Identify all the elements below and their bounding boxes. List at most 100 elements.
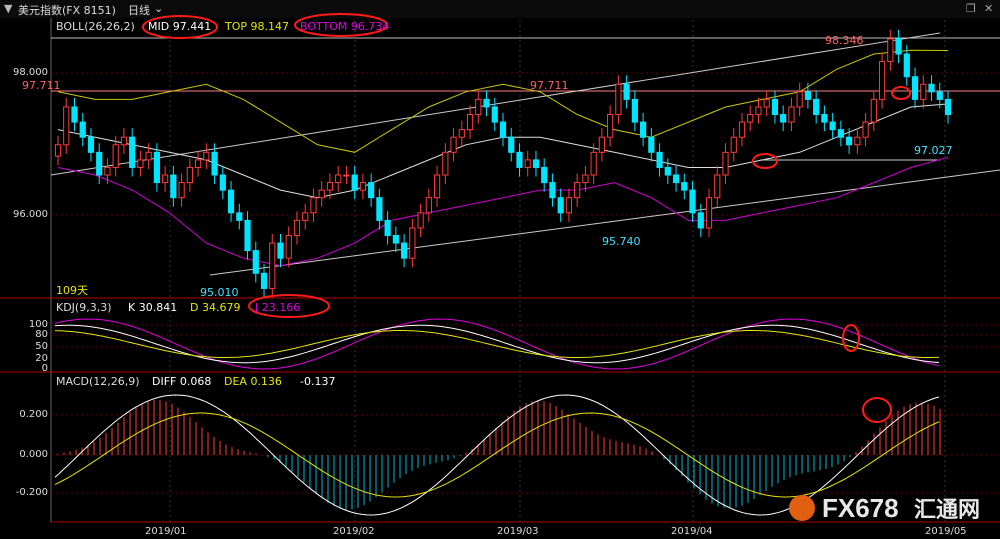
candle — [590, 151, 597, 176]
kdj-name: KDJ(9,3,3) — [56, 301, 112, 314]
candle — [162, 174, 169, 184]
candle — [813, 98, 820, 116]
candle — [541, 166, 548, 184]
candle — [895, 38, 902, 55]
candle — [705, 197, 713, 229]
candle — [227, 189, 235, 214]
candle — [359, 182, 367, 191]
y-tick: 0.200 — [19, 409, 48, 420]
chevron-down-icon[interactable]: ⌄ — [154, 2, 164, 15]
candle — [903, 53, 910, 78]
y-tick: 20 — [35, 353, 48, 364]
candle — [656, 151, 663, 168]
candle — [302, 212, 309, 221]
macd-dea-label: DEA 0.136 — [224, 375, 282, 388]
y-tick: 50 — [35, 341, 48, 352]
candle — [293, 219, 301, 237]
candle — [796, 91, 803, 108]
boll-top-label: TOP 98.147 — [225, 20, 289, 33]
x-tick: 2019/01 — [145, 526, 187, 537]
watermark-text: FX678 — [822, 493, 899, 523]
candle — [269, 242, 276, 289]
candle — [137, 159, 144, 168]
period-selector[interactable]: 日线 — [128, 4, 150, 17]
candle — [928, 83, 935, 93]
candle — [623, 83, 630, 100]
dropdown-icon[interactable]: ▼ — [4, 2, 13, 15]
candle — [639, 121, 647, 138]
boll-bottom-line — [57, 156, 949, 267]
candle — [911, 76, 919, 100]
candle — [508, 136, 515, 153]
candle — [697, 212, 704, 229]
y-tick: 96.000 — [13, 209, 48, 220]
candle — [417, 212, 424, 229]
y-tick: 100 — [28, 319, 48, 330]
candle — [936, 91, 943, 100]
candle — [401, 242, 408, 259]
x-tick: 2019/05 — [925, 526, 967, 537]
candle — [491, 106, 498, 123]
candle — [466, 114, 474, 131]
candle — [598, 136, 605, 153]
candle — [944, 98, 952, 116]
candle — [524, 159, 531, 168]
y-tick: 98.000 — [13, 67, 48, 78]
candle — [392, 235, 399, 244]
kdj-k-label: K 30.841 — [128, 301, 178, 314]
candle — [458, 129, 465, 138]
candle — [351, 174, 358, 191]
candle — [153, 151, 160, 184]
window-restore-icon[interactable]: ❐ — [966, 2, 976, 15]
candle — [335, 174, 342, 184]
candle — [821, 114, 828, 123]
candle — [607, 114, 614, 138]
candle — [145, 151, 152, 161]
boll-mid-label: MID 97.441 — [148, 20, 212, 33]
candle — [186, 166, 193, 184]
candle — [829, 121, 836, 131]
macd-dea-line — [54, 412, 940, 498]
boll-name: BOLL(26,26,2) — [56, 20, 135, 33]
candle — [63, 106, 70, 146]
candle — [862, 121, 869, 138]
kdj-d-label: D 34.679 — [190, 301, 241, 314]
candle — [887, 38, 894, 63]
candle — [236, 212, 243, 221]
y-tick: -0.200 — [15, 487, 48, 498]
candle — [409, 227, 416, 259]
low-annotation: 95.010 — [200, 286, 239, 299]
candle — [854, 136, 861, 146]
candle — [672, 174, 680, 184]
candle — [499, 121, 507, 138]
candle — [565, 197, 573, 214]
macd-diff-label: DIFF 0.068 — [152, 375, 212, 388]
candle — [631, 98, 638, 123]
candle — [376, 197, 383, 221]
candle — [120, 136, 128, 146]
candle — [837, 129, 844, 138]
trend-channel-upper — [50, 32, 941, 176]
candle — [277, 242, 284, 259]
candle — [763, 98, 770, 108]
y-tick: 0.000 — [19, 449, 48, 460]
low-annotation: 95.740 — [602, 235, 641, 248]
high-annotation: 98.346 — [825, 34, 864, 47]
ref-annotation: 97.711 — [22, 79, 61, 92]
candle — [170, 174, 177, 199]
x-tick: 2019/02 — [333, 526, 375, 537]
candle — [714, 174, 721, 199]
candle — [532, 159, 540, 168]
candle — [211, 151, 218, 176]
candle — [747, 114, 754, 123]
candle — [574, 182, 581, 199]
candle — [681, 182, 688, 191]
kdj-k-line — [54, 324, 940, 364]
candle — [310, 197, 317, 214]
candle — [178, 182, 185, 199]
days-label: 109天 — [56, 284, 88, 297]
window-close-icon[interactable]: ✕ — [984, 2, 994, 15]
candle — [54, 144, 62, 157]
candle — [79, 121, 86, 138]
